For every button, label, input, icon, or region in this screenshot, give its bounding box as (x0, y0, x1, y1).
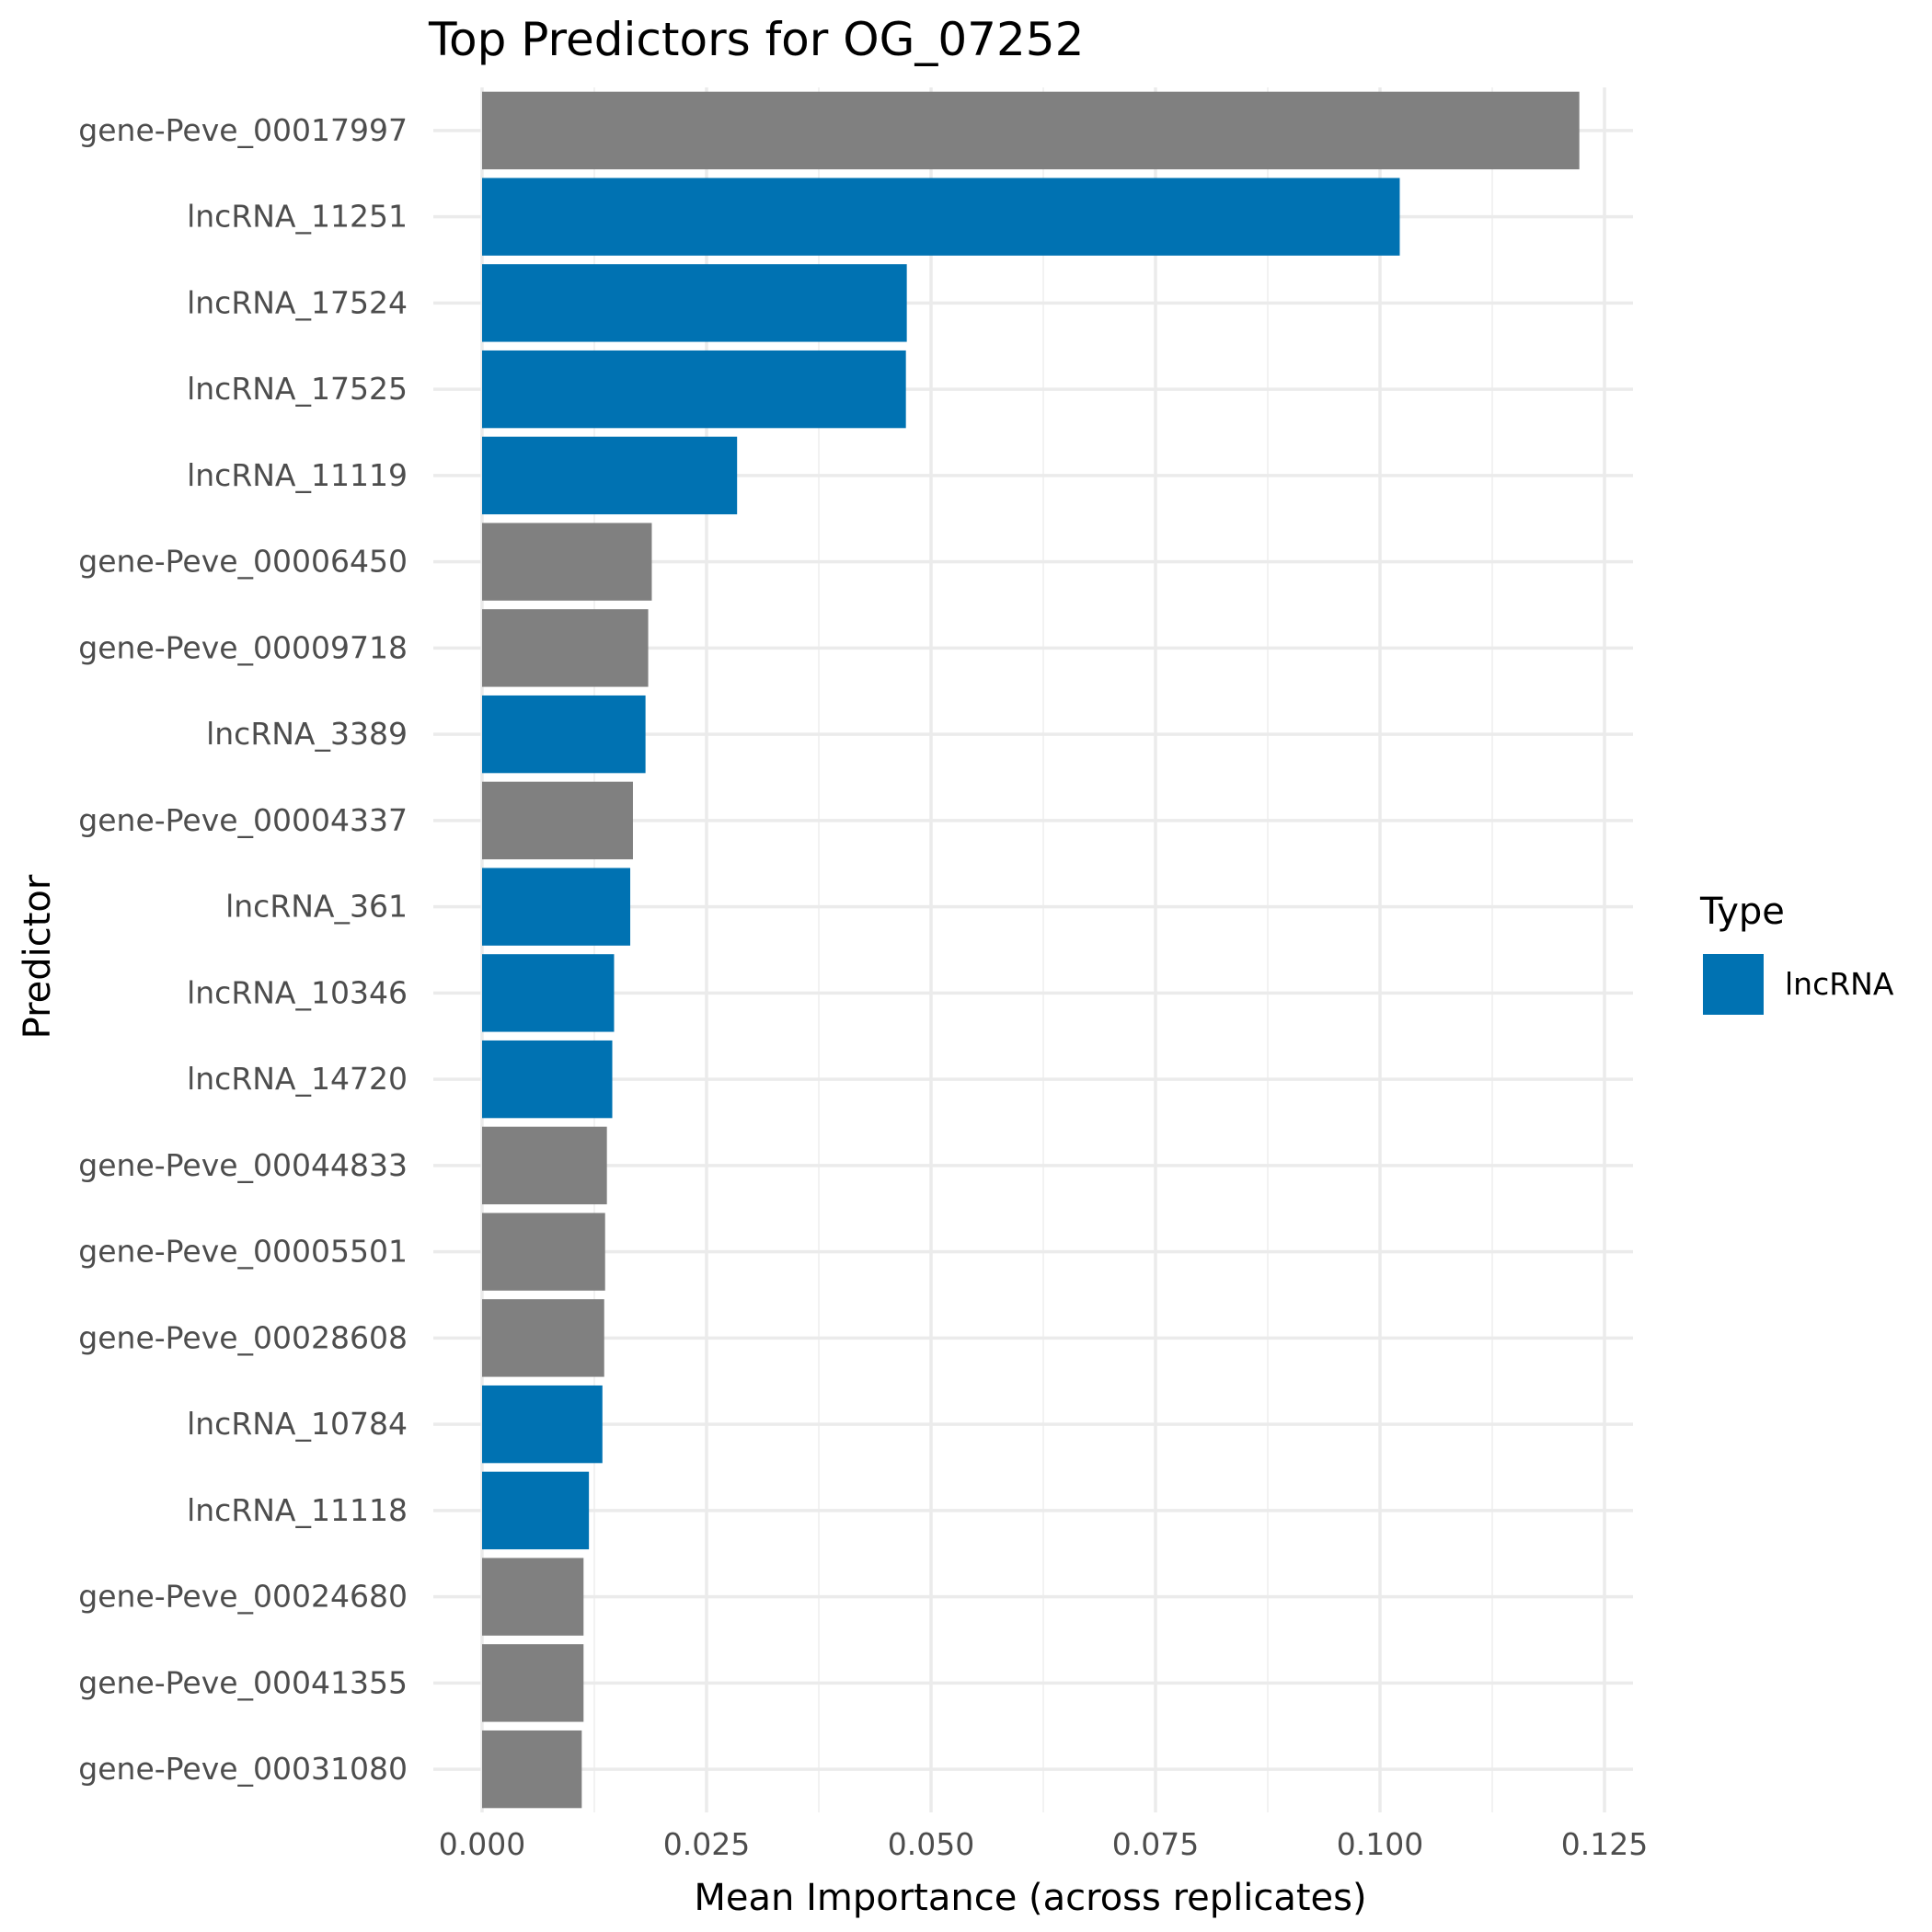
y-tick-label: gene-Peve_00024680 (78, 1579, 408, 1615)
x-tick-label: 0.125 (1561, 1826, 1648, 1862)
y-tick-label: lncRNA_17524 (187, 284, 408, 320)
y-tick-labels: gene-Peve_00017997 lncRNA_11251 lncRNA_175… (78, 112, 408, 1787)
bar-gene-peve_00044833 (482, 1126, 607, 1205)
y-tick-label: lncRNA_3389 (206, 716, 408, 752)
chart-title: Top Predictors for OG_07252 (428, 13, 1084, 66)
y-tick-label: gene-Peve_00028608 (78, 1319, 408, 1355)
y-tick-label: lncRNA_11119 (187, 457, 408, 493)
y-tick-label: gene-Peve_00005501 (78, 1234, 408, 1270)
bar-gene-peve_00024680 (482, 1558, 584, 1636)
y-tick-label: gene-Peve_00031080 (78, 1751, 408, 1787)
y-tick-label: gene-Peve_00009718 (78, 629, 408, 665)
y-tick-label: gene-Peve_00044833 (78, 1147, 408, 1183)
x-axis-title: Mean Importance (across replicates) (694, 1877, 1366, 1919)
bar-gene-peve_00041355 (482, 1644, 584, 1722)
y-tick-label: gene-Peve_00006450 (78, 544, 408, 580)
y-tick-label: gene-Peve_00004337 (78, 802, 408, 838)
y-tick-label: lncRNA_11251 (187, 199, 408, 235)
bar-lncrna_10346 (482, 954, 615, 1032)
x-tick-label: 0.075 (1112, 1826, 1199, 1862)
y-tick-label: lncRNA_17525 (187, 371, 408, 407)
bar-lncrna_11118 (482, 1471, 590, 1550)
x-tick-labels: 0.000 0.025 0.050 0.075 0.100 0.125 (439, 1826, 1648, 1862)
bar-lncrna_361 (482, 868, 631, 946)
legend-swatch-lncrna (1703, 954, 1764, 1015)
bar-gene-peve_00009718 (482, 609, 649, 687)
legend: Type lncRNA (1699, 891, 1894, 1015)
legend-label-lncrna: lncRNA (1785, 966, 1894, 1002)
bars (482, 91, 1580, 1809)
bar-lncrna_14720 (482, 1040, 613, 1119)
grid (433, 87, 1633, 1812)
y-tick-label: gene-Peve_00017997 (78, 112, 408, 148)
y-axis-title: Predictor (17, 874, 59, 1039)
bar-gene-peve_00028608 (482, 1299, 604, 1377)
bar-gene-peve_00017997 (482, 91, 1580, 170)
x-tick-label: 0.000 (439, 1826, 525, 1862)
x-tick-label: 0.050 (888, 1826, 974, 1862)
bar-lncrna_17525 (482, 350, 906, 429)
bar-lncrna_11119 (482, 436, 738, 515)
bar-lncrna_3389 (482, 695, 646, 774)
y-tick-label: lncRNA_10784 (187, 1406, 408, 1442)
y-tick-label: lncRNA_10346 (187, 974, 408, 1010)
x-tick-label: 0.025 (663, 1826, 750, 1862)
bar-gene-peve_00004337 (482, 781, 633, 860)
bar-lncrna_17524 (482, 264, 907, 342)
bar-gene-peve_00031080 (482, 1730, 582, 1809)
bar-lncrna_11251 (482, 178, 1400, 256)
y-tick-label: lncRNA_14720 (187, 1061, 408, 1097)
bar-gene-peve_00006450 (482, 523, 652, 601)
y-tick-label: gene-Peve_00041355 (78, 1664, 408, 1700)
y-tick-label: lncRNA_361 (225, 889, 408, 925)
bar-gene-peve_00005501 (482, 1213, 605, 1291)
bar-lncrna_10784 (482, 1385, 603, 1464)
legend-title: Type (1699, 891, 1785, 933)
y-tick-label: lncRNA_11118 (187, 1492, 408, 1528)
x-tick-label: 0.100 (1337, 1826, 1423, 1862)
